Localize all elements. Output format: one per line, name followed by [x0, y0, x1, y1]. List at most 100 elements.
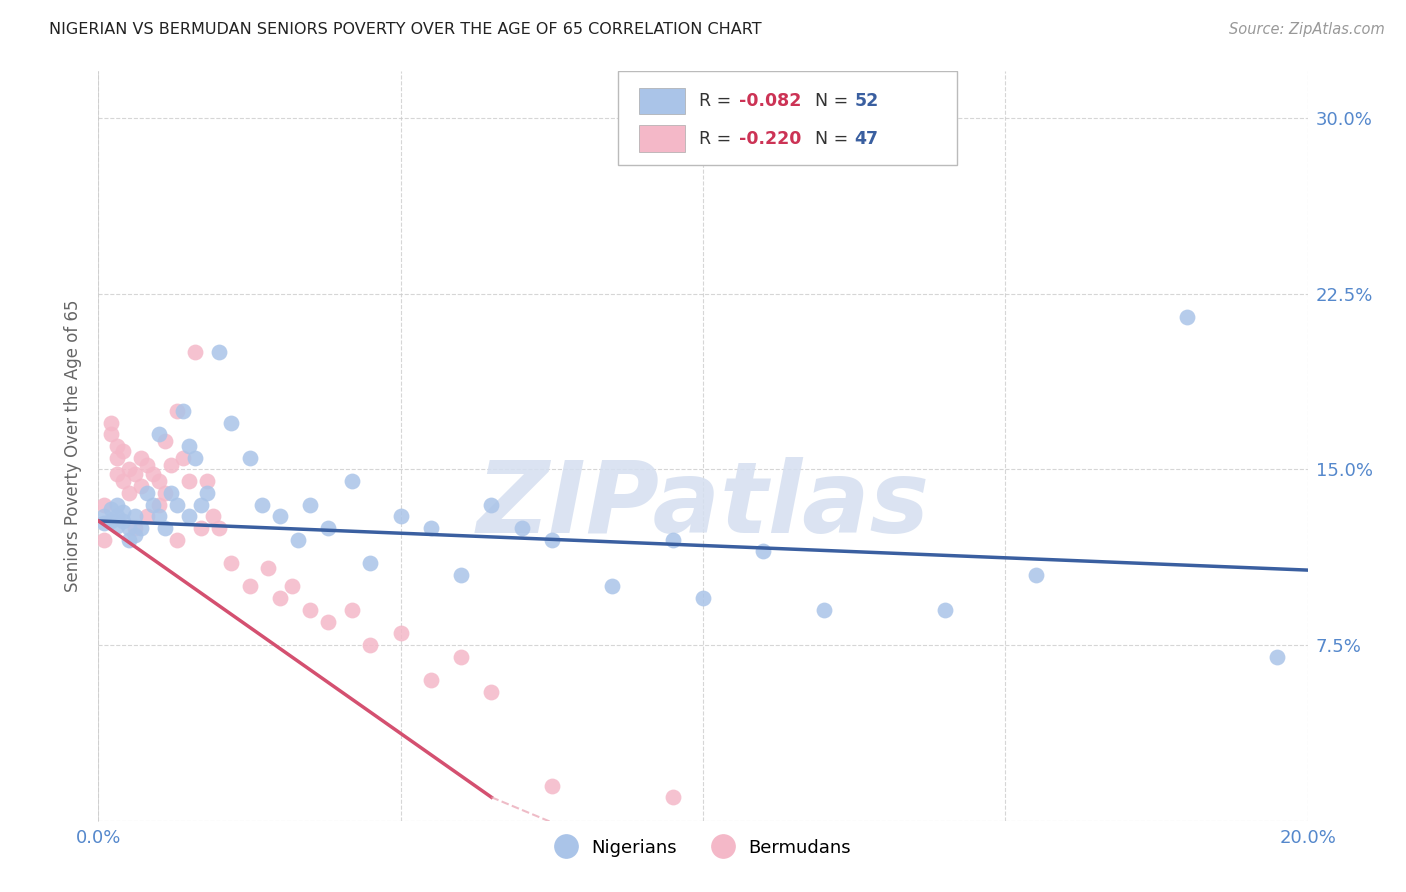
Point — [179, 439, 201, 453]
Point — [118, 521, 141, 535]
Point — [105, 498, 128, 512]
Point — [208, 345, 231, 359]
Text: R =: R = — [699, 130, 737, 148]
Point — [105, 509, 128, 524]
Point — [299, 498, 322, 512]
Point — [342, 474, 364, 488]
Point — [142, 498, 165, 512]
Point — [481, 498, 503, 512]
Text: 47: 47 — [855, 130, 879, 148]
Point — [602, 580, 624, 594]
Point — [111, 443, 134, 458]
Point — [105, 467, 128, 482]
Point — [269, 591, 291, 606]
Point — [1267, 649, 1289, 664]
Point — [389, 509, 412, 524]
Point — [184, 345, 207, 359]
Point — [316, 521, 339, 535]
Text: -0.082: -0.082 — [740, 93, 801, 111]
Point — [692, 591, 714, 606]
Point — [195, 485, 218, 500]
Point — [172, 450, 194, 465]
Point — [1024, 567, 1046, 582]
Point — [221, 416, 243, 430]
Point — [752, 544, 775, 558]
Point — [813, 603, 835, 617]
Point — [93, 509, 115, 524]
Point — [118, 533, 141, 547]
Point — [118, 462, 141, 476]
Point — [129, 450, 152, 465]
Point — [195, 474, 218, 488]
Point — [166, 498, 188, 512]
Point — [281, 580, 304, 594]
Point — [510, 521, 533, 535]
Point — [450, 567, 472, 582]
Point — [100, 514, 122, 528]
Bar — [638, 87, 685, 114]
Point — [316, 615, 339, 629]
Point — [299, 603, 322, 617]
Point — [135, 458, 157, 472]
Point — [256, 561, 278, 575]
Point — [124, 509, 146, 524]
Text: N =: N = — [815, 130, 855, 148]
Point — [148, 427, 170, 442]
Point — [250, 498, 273, 512]
Point — [105, 439, 128, 453]
FancyBboxPatch shape — [619, 71, 957, 165]
Point — [540, 533, 562, 547]
Legend: Nigerians, Bermudans: Nigerians, Bermudans — [547, 830, 859, 864]
Point — [105, 518, 128, 533]
Text: 52: 52 — [855, 93, 879, 111]
Point — [190, 521, 212, 535]
Point — [287, 533, 309, 547]
Point — [221, 556, 243, 570]
Point — [934, 603, 956, 617]
Point — [111, 505, 134, 519]
Point — [239, 580, 262, 594]
Point — [540, 779, 562, 793]
Text: Source: ZipAtlas.com: Source: ZipAtlas.com — [1229, 22, 1385, 37]
Point — [118, 485, 141, 500]
Text: R =: R = — [699, 93, 737, 111]
Point — [166, 533, 188, 547]
Point — [100, 427, 122, 442]
Point — [202, 509, 225, 524]
Point — [124, 521, 146, 535]
Point — [1175, 310, 1198, 325]
Text: N =: N = — [815, 93, 855, 111]
Point — [100, 416, 122, 430]
Point — [93, 516, 115, 531]
Point — [124, 467, 146, 482]
Point — [450, 649, 472, 664]
Point — [481, 685, 503, 699]
Point — [208, 521, 231, 535]
Point — [148, 498, 170, 512]
Point — [360, 638, 382, 652]
Point — [93, 533, 115, 547]
Point — [129, 479, 152, 493]
Point — [142, 467, 165, 482]
Point — [179, 474, 201, 488]
Point — [160, 458, 183, 472]
Point — [420, 521, 443, 535]
Point — [111, 474, 134, 488]
Point — [135, 485, 157, 500]
Point — [420, 673, 443, 688]
Point — [135, 509, 157, 524]
Point — [105, 450, 128, 465]
Point — [239, 450, 262, 465]
Point — [100, 502, 122, 516]
Point — [661, 790, 683, 805]
Point — [342, 603, 364, 617]
Point — [129, 521, 152, 535]
Point — [124, 528, 146, 542]
Point — [93, 498, 115, 512]
Point — [166, 404, 188, 418]
Point — [661, 533, 683, 547]
Point — [160, 485, 183, 500]
Point — [148, 509, 170, 524]
Point — [360, 556, 382, 570]
Bar — [638, 125, 685, 152]
